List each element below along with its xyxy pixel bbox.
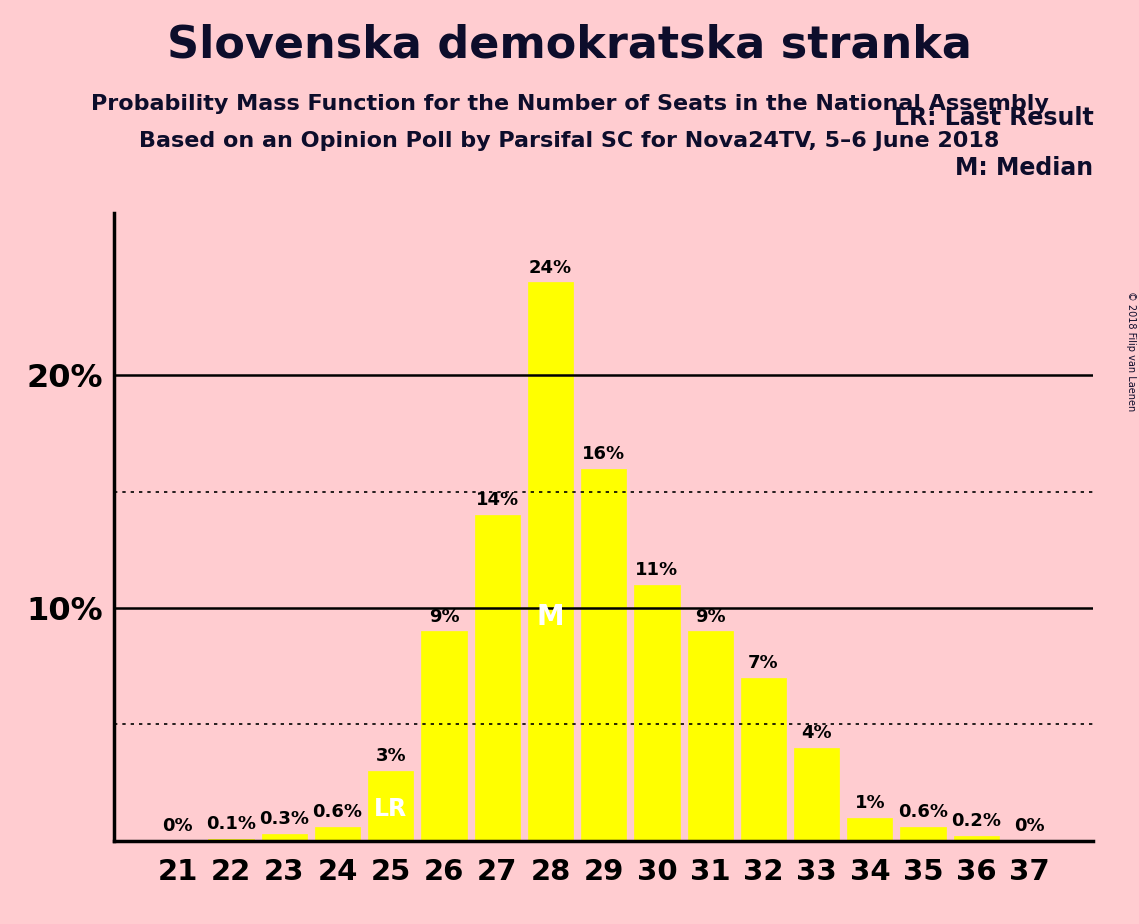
Text: 3%: 3% (376, 748, 405, 765)
Text: 4%: 4% (802, 723, 831, 742)
Bar (314, 827, 360, 841)
Text: 9%: 9% (695, 608, 726, 626)
Text: 0.6%: 0.6% (898, 803, 948, 821)
Text: 0.3%: 0.3% (260, 810, 310, 828)
Bar (953, 836, 999, 841)
Bar (740, 678, 786, 841)
Bar (527, 283, 573, 841)
Text: © 2018 Filip van Laenen: © 2018 Filip van Laenen (1126, 291, 1136, 411)
Text: M: M (536, 603, 564, 631)
Bar (688, 631, 732, 841)
Text: Based on an Opinion Poll by Parsifal SC for Nova24TV, 5–6 June 2018: Based on an Opinion Poll by Parsifal SC … (139, 131, 1000, 152)
Bar (368, 771, 413, 841)
Text: M: Median: M: Median (956, 156, 1093, 180)
Text: 24%: 24% (528, 259, 572, 276)
Bar (634, 585, 680, 841)
Text: 0%: 0% (163, 817, 194, 835)
Text: LR: LR (375, 797, 408, 821)
Bar (475, 515, 519, 841)
Text: 0.6%: 0.6% (312, 803, 362, 821)
Text: 0.1%: 0.1% (206, 815, 256, 833)
Text: Probability Mass Function for the Number of Seats in the National Assembly: Probability Mass Function for the Number… (91, 94, 1048, 115)
Text: 7%: 7% (748, 654, 779, 672)
Text: LR: Last Result: LR: Last Result (894, 105, 1093, 129)
Bar (581, 468, 626, 841)
Bar (208, 838, 254, 841)
Bar (262, 833, 306, 841)
Bar (421, 631, 467, 841)
Text: 1%: 1% (854, 794, 885, 812)
Bar (901, 827, 945, 841)
Text: 16%: 16% (582, 444, 625, 463)
Text: 9%: 9% (428, 608, 459, 626)
Text: 0%: 0% (1014, 817, 1044, 835)
Text: 14%: 14% (476, 492, 518, 509)
Bar (794, 748, 839, 841)
Text: Slovenska demokratska stranka: Slovenska demokratska stranka (167, 23, 972, 67)
Text: 0.2%: 0.2% (951, 812, 1001, 831)
Text: 11%: 11% (636, 561, 679, 579)
Bar (847, 818, 893, 841)
